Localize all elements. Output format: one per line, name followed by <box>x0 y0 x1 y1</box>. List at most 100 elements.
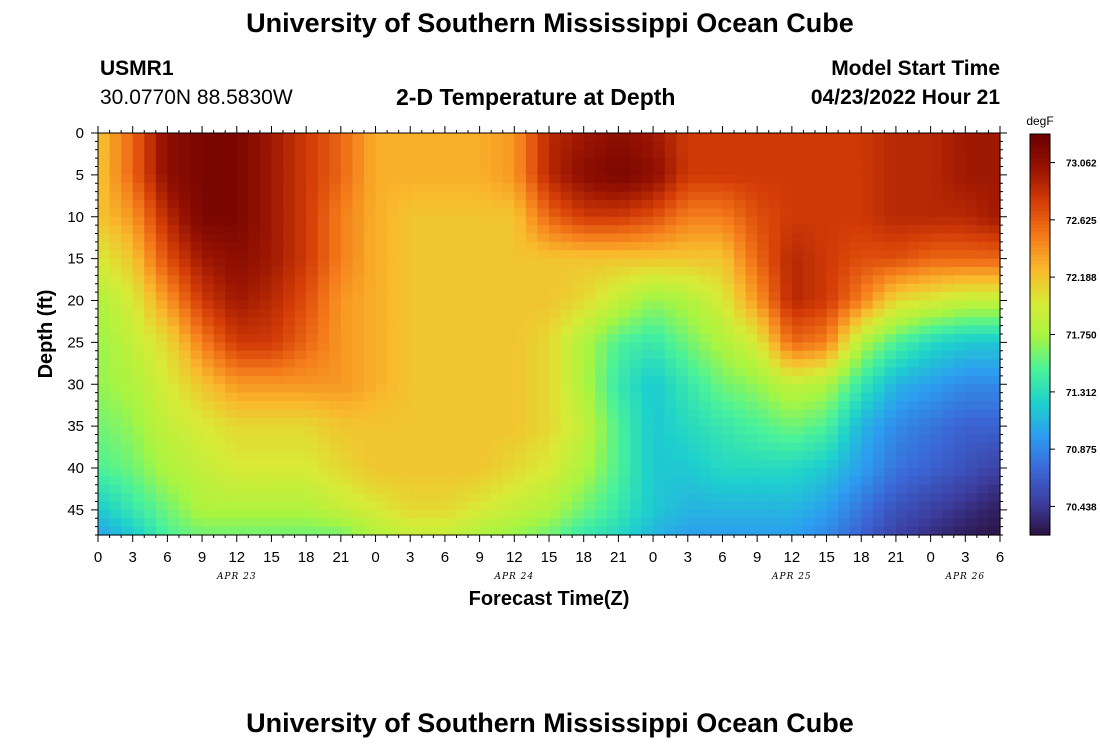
heatmap-cell <box>259 417 273 427</box>
heatmap-cell <box>329 417 342 427</box>
heatmap-cell <box>976 375 990 385</box>
x-tick-label: 18 <box>575 549 592 566</box>
heatmap-cell <box>132 384 145 394</box>
heatmap-cell <box>525 476 539 486</box>
heatmap-cell <box>722 484 735 494</box>
heatmap-cell <box>144 484 157 494</box>
heatmap-cell <box>132 342 145 352</box>
heatmap-cell <box>757 434 770 444</box>
heatmap-cell <box>259 208 273 218</box>
heatmap-cell <box>306 442 319 452</box>
heatmap-cell <box>109 283 122 293</box>
heatmap-cell <box>271 401 284 410</box>
heatmap-cell <box>734 158 747 168</box>
heatmap-cell <box>780 359 793 369</box>
heatmap-cell <box>560 166 573 176</box>
heatmap-cell <box>930 216 943 226</box>
heatmap-cell <box>757 183 770 193</box>
heatmap-cell <box>606 484 619 494</box>
heatmap-cell <box>895 300 909 310</box>
heatmap-cell <box>676 225 689 235</box>
heatmap-cell <box>953 518 966 528</box>
heatmap-cell <box>202 493 215 503</box>
heatmap-cell <box>687 509 700 519</box>
heatmap-cell <box>606 183 619 193</box>
heatmap-cell <box>583 183 596 193</box>
heatmap-cell <box>757 367 770 377</box>
heatmap-cell <box>340 375 354 385</box>
heatmap-cell <box>98 250 111 260</box>
heatmap-cell <box>456 158 469 168</box>
heatmap-cell <box>872 258 885 268</box>
heatmap-cell <box>988 484 1001 494</box>
heatmap-cell <box>653 509 666 519</box>
heatmap-cell <box>259 141 273 151</box>
heatmap-cell <box>687 501 700 511</box>
heatmap-cell <box>884 342 897 352</box>
heatmap-cell <box>132 401 145 410</box>
heatmap-cell <box>294 325 307 335</box>
heatmap-cell <box>236 342 249 352</box>
heatmap-cell <box>884 392 897 402</box>
heatmap-cell <box>791 250 805 260</box>
heatmap-cell <box>479 518 492 528</box>
heatmap-cell <box>98 459 111 469</box>
colorbar-segment <box>1030 404 1050 409</box>
heatmap-cell <box>942 417 955 427</box>
heatmap-cell <box>421 208 434 218</box>
heatmap-cell <box>283 417 296 427</box>
heatmap-cell <box>468 283 481 293</box>
heatmap-cell <box>838 267 851 276</box>
heatmap-cell <box>236 334 249 343</box>
heatmap-cell <box>734 468 747 477</box>
heatmap-cell <box>826 476 839 486</box>
heatmap-cell <box>144 250 157 260</box>
heatmap-cell <box>919 350 932 360</box>
heatmap-cell <box>202 484 215 494</box>
heatmap-cell <box>259 401 273 410</box>
heatmap-cell <box>525 392 539 402</box>
heatmap-cell <box>849 141 862 151</box>
heatmap-cell <box>583 200 596 209</box>
heatmap-cell <box>155 208 168 218</box>
heatmap-cell <box>340 208 354 218</box>
heatmap-cell <box>664 250 677 260</box>
heatmap-cell <box>479 392 492 402</box>
heatmap-cell <box>768 317 781 327</box>
heatmap-cell <box>618 233 631 243</box>
heatmap-cell <box>421 241 434 251</box>
heatmap-cell <box>768 359 781 369</box>
heatmap-cell <box>953 442 966 452</box>
heatmap-cell <box>745 493 758 503</box>
heatmap-cell <box>757 350 770 360</box>
heatmap-cell <box>745 158 758 168</box>
heatmap-cell <box>745 501 758 511</box>
heatmap-cell <box>537 451 550 461</box>
heatmap-cell <box>363 417 377 427</box>
heatmap-cell <box>664 342 677 352</box>
heatmap-cell <box>121 409 134 419</box>
plot-title: 2-D Temperature at Depth <box>396 84 676 110</box>
heatmap-cell <box>780 451 793 461</box>
heatmap-cell <box>583 417 596 427</box>
heatmap-cell <box>676 250 689 260</box>
heatmap-cell <box>225 174 238 184</box>
heatmap-cell <box>514 401 527 410</box>
heatmap-cell <box>930 342 943 352</box>
heatmap-cell <box>687 183 700 193</box>
heatmap-cell <box>537 174 550 184</box>
heatmap-cell <box>248 292 261 302</box>
heatmap-cell <box>444 468 458 477</box>
heatmap-cell <box>826 158 839 168</box>
heatmap-cell <box>398 241 411 251</box>
colorbar-tick-label: 71.750 <box>1066 331 1097 342</box>
heatmap-cell <box>178 342 192 352</box>
heatmap-cell <box>410 208 423 218</box>
heatmap-cell <box>306 300 319 310</box>
heatmap-cell <box>849 200 862 209</box>
heatmap-cell <box>271 174 284 184</box>
heatmap-cell <box>167 367 180 377</box>
heatmap-cell <box>629 509 643 519</box>
heatmap-cell <box>167 200 180 209</box>
heatmap-cell <box>479 359 492 369</box>
